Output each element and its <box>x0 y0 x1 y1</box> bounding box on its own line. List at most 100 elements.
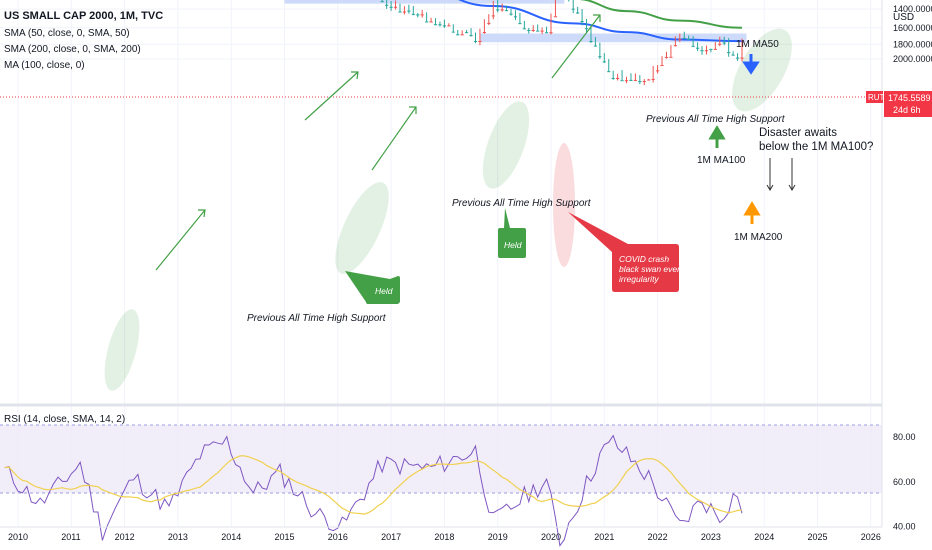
candle-body <box>504 10 509 12</box>
ma100-label: 1M MA100 <box>697 155 746 166</box>
time-tick-label: 2010 <box>8 532 28 542</box>
candle-body <box>669 56 673 58</box>
indicator-sma50[interactable]: SMA (50, close, 0, SMA, 50) <box>4 28 130 39</box>
candle-body <box>682 37 686 39</box>
ma50-arrow <box>742 54 760 75</box>
candle <box>549 13 553 35</box>
candle <box>722 36 726 46</box>
candle <box>536 24 540 32</box>
candle <box>660 56 664 67</box>
candle <box>669 45 673 58</box>
held-badge-1 <box>345 271 400 304</box>
candle-body <box>389 6 393 8</box>
candle <box>647 78 651 81</box>
candle <box>593 37 598 47</box>
candle <box>687 35 691 40</box>
candle <box>509 9 513 16</box>
candle <box>633 73 637 82</box>
oval-2023 <box>732 28 792 112</box>
candle-body <box>478 40 482 42</box>
candle <box>616 73 620 81</box>
candle-body <box>633 79 637 81</box>
candle <box>629 73 633 82</box>
covid-line-1: COVID crash <box>619 254 669 264</box>
candle <box>611 70 615 80</box>
candle-body <box>385 4 389 6</box>
support-label-2: Previous All Time High Support <box>452 198 592 209</box>
candle <box>411 5 415 16</box>
candle-body <box>527 29 531 31</box>
candle <box>642 79 646 86</box>
candle-body <box>629 79 633 81</box>
candle-body <box>678 39 682 41</box>
candle <box>695 42 700 52</box>
time-tick-label: 2026 <box>861 532 881 542</box>
candle <box>402 6 407 15</box>
candle <box>491 0 495 20</box>
rsi-tick-label: 40.00 <box>893 522 916 532</box>
time-tick-label: 2013 <box>168 532 188 542</box>
covid-badge <box>568 212 679 292</box>
candle-body <box>731 54 735 56</box>
candle-body <box>402 11 407 13</box>
price-tick-label: 1600.0000 <box>893 23 932 33</box>
held-badge-2 <box>498 208 526 258</box>
candle <box>713 42 717 50</box>
down-arrow-2 <box>788 158 796 191</box>
trend-arrow-3 <box>371 106 417 171</box>
candle-body <box>718 43 722 45</box>
ma100-arrow <box>708 125 726 148</box>
candle-body <box>673 45 677 47</box>
ma50-line <box>457 0 742 43</box>
candle-body <box>425 21 429 23</box>
candle <box>553 0 558 18</box>
candle-body <box>469 35 473 37</box>
price-tick-label: 1800.0000 <box>893 39 932 49</box>
rsi-line <box>4 434 743 547</box>
time-tick-label: 2023 <box>701 532 721 542</box>
currency-label[interactable]: USD <box>893 12 914 23</box>
candle <box>518 12 522 25</box>
oval-2011 <box>104 309 140 391</box>
candle-body <box>518 23 522 25</box>
rsi-label[interactable]: RSI (14, close, SMA, 14, 2) <box>4 414 125 425</box>
candle-body <box>438 24 442 26</box>
indicator-ma100[interactable]: MA (100, close, 0) <box>4 60 85 71</box>
candle-body <box>616 77 620 79</box>
candle-body <box>491 15 495 17</box>
candle <box>522 20 526 30</box>
candle <box>393 0 398 10</box>
candle <box>478 28 482 46</box>
candle-body <box>451 31 455 33</box>
held-label-1: Held <box>375 286 393 296</box>
candle-body <box>664 57 669 59</box>
candle-body <box>487 22 491 24</box>
candle <box>718 36 722 47</box>
time-tick-label: 2021 <box>594 532 614 542</box>
candle-body <box>416 14 420 16</box>
time-tick-label: 2024 <box>754 532 774 542</box>
candle <box>531 25 535 32</box>
candle <box>544 26 549 34</box>
rsi-ma-line <box>4 455 743 515</box>
candle-body <box>407 10 411 12</box>
rsi-lines <box>4 434 743 547</box>
candle-body <box>607 71 611 73</box>
candle <box>580 9 584 26</box>
candle <box>700 46 704 55</box>
ticker-label: RUT <box>868 93 885 102</box>
price-tag <box>884 91 932 117</box>
candle <box>620 70 624 82</box>
candle-body <box>713 48 717 50</box>
candle-body <box>496 9 500 11</box>
candle-body <box>687 38 691 40</box>
candle-body <box>576 12 580 14</box>
indicator-sma200[interactable]: SMA (200, close, 0, SMA, 200) <box>4 44 141 55</box>
candle <box>673 36 677 47</box>
candle-body <box>411 13 415 15</box>
candle-body <box>722 42 726 44</box>
time-tick-label: 2012 <box>115 532 135 542</box>
candle-body <box>704 50 709 52</box>
